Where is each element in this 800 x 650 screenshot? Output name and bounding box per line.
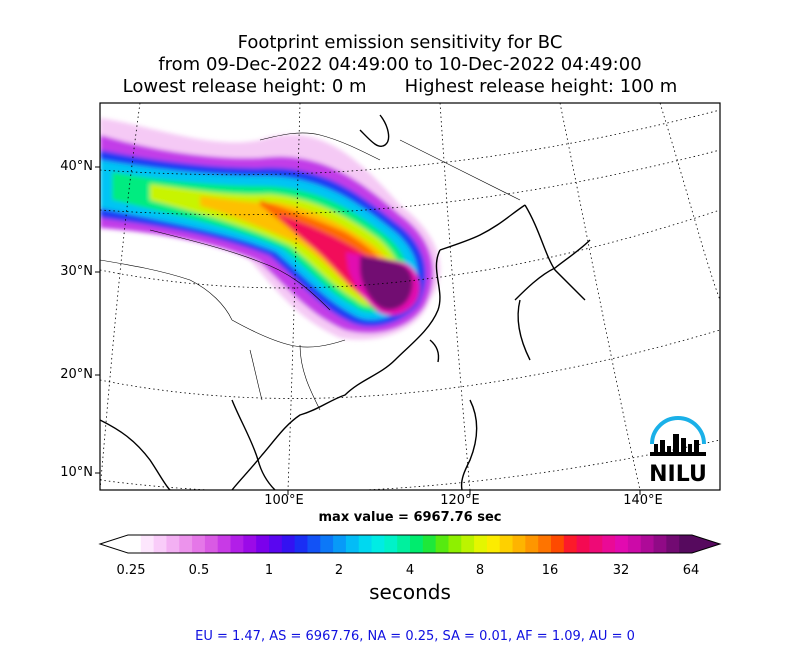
- colorbar-swatch: [281, 535, 296, 553]
- colorbar-swatch: [269, 535, 283, 553]
- colorbar-swatch: [602, 535, 616, 553]
- colorbar-swatch: [307, 535, 321, 553]
- colorbar-swatch: [679, 535, 693, 553]
- colorbar-swatch: [486, 535, 501, 553]
- colorbar-swatch: [653, 535, 667, 553]
- colorbar: [98, 534, 722, 554]
- colorbar-tick-label: 16: [541, 563, 559, 578]
- colorbar-swatch: [294, 535, 309, 553]
- colorbar-swatch: [192, 535, 206, 553]
- colorbar-swatch: [217, 535, 232, 553]
- colorbar-swatch: [627, 535, 642, 553]
- colorbar-swatch: [345, 535, 360, 553]
- colorbar-swatch: [179, 535, 193, 553]
- map-frame: [99, 102, 721, 491]
- emission-plume: [100, 118, 440, 340]
- colorbar-tick-label: 2: [334, 563, 344, 578]
- colorbar-units: seconds: [369, 580, 451, 604]
- colorbar-swatch: [563, 535, 578, 553]
- colorbar-swatch: [512, 535, 526, 553]
- colorbar-swatch: [422, 535, 437, 553]
- colorbar-swatch: [256, 535, 270, 553]
- colorbar-swatch: [551, 535, 565, 553]
- lat-label-20n: 20°N: [60, 367, 93, 382]
- colorbar-swatch: [333, 535, 347, 553]
- colorbar-swatch: [435, 535, 450, 553]
- colorbar-tick-label: 64: [682, 563, 700, 578]
- lon-ticks: [287, 490, 641, 495]
- lon-label-140e: 140°E: [623, 493, 663, 508]
- colorbar-outline: [98, 534, 722, 554]
- colorbar-tick-label: 32: [612, 563, 630, 578]
- map-title-line-3: Lowest release height: 0 m Highest relea…: [0, 76, 800, 98]
- colorbar-swatch: [474, 535, 488, 553]
- colorbar-swatch: [140, 535, 155, 553]
- graticule: [100, 103, 720, 490]
- lat-ticks: [95, 166, 100, 474]
- colorbar-swatch: [153, 535, 168, 553]
- map-area: NILU: [100, 103, 720, 490]
- lowest-release-height: Lowest release height: 0 m: [122, 76, 367, 97]
- colorbar-swatch: [640, 535, 655, 553]
- map-title-line-1: Footprint emission sensitivity for BC: [237, 32, 563, 53]
- region-stats: EU = 1.47, AS = 6967.76, NA = 0.25, SA =…: [195, 629, 635, 644]
- colorbar-swatch: [358, 535, 373, 553]
- colorbar-swatch: [230, 535, 244, 553]
- colorbar-swatch: [320, 535, 334, 553]
- colorbar-swatch: [410, 535, 424, 553]
- coastlines: [100, 114, 591, 490]
- nilu-logo: NILU: [649, 416, 707, 487]
- max-value-label: max value = 6967.76 sec: [318, 510, 502, 525]
- lat-label-30n: 30°N: [60, 264, 93, 279]
- colorbar-swatch: [666, 535, 680, 553]
- colorbar-swatch: [166, 535, 180, 553]
- colorbar-swatch: [461, 535, 475, 553]
- colorbar-swatch: [615, 535, 629, 553]
- colorbar-swatch: [448, 535, 462, 553]
- colorbar-extend-high: [692, 535, 720, 553]
- colorbar-tick-label: 0.5: [188, 563, 210, 578]
- colorbar-swatch: [371, 535, 385, 553]
- colorbar-tick-label: 4: [405, 563, 415, 578]
- colorbar-swatch: [576, 535, 591, 553]
- colorbar-tick-label: 8: [475, 563, 485, 578]
- country-borders: [100, 132, 521, 411]
- colorbar-extend-low: [100, 535, 128, 553]
- lat-label-10n: 10°N: [60, 465, 93, 480]
- colorbar-swatch: [384, 535, 398, 553]
- highest-release-height: Highest release height: 100 m: [404, 76, 678, 97]
- lat-label-40n: 40°N: [60, 159, 93, 174]
- colorbar-tick-label: 0.25: [116, 563, 146, 578]
- lon-label-120e: 120°E: [440, 493, 480, 508]
- lon-label-100e: 100°E: [264, 493, 304, 508]
- colorbar-swatch: [525, 535, 539, 553]
- colorbar-tick-label: 1: [264, 563, 274, 578]
- colorbar-swatch: [589, 535, 603, 553]
- colorbar-swatch: [128, 535, 142, 553]
- colorbar-swatch: [204, 535, 219, 553]
- nilu-logo-text: NILU: [649, 462, 707, 487]
- map-title-line-2: from 09-Dec-2022 04:49:00 to 10-Dec-2022…: [158, 54, 642, 75]
- colorbar-swatch: [243, 535, 257, 553]
- colorbar-swatch: [499, 535, 514, 553]
- colorbar-swatch: [538, 535, 552, 553]
- colorbar-swatch: [397, 535, 411, 553]
